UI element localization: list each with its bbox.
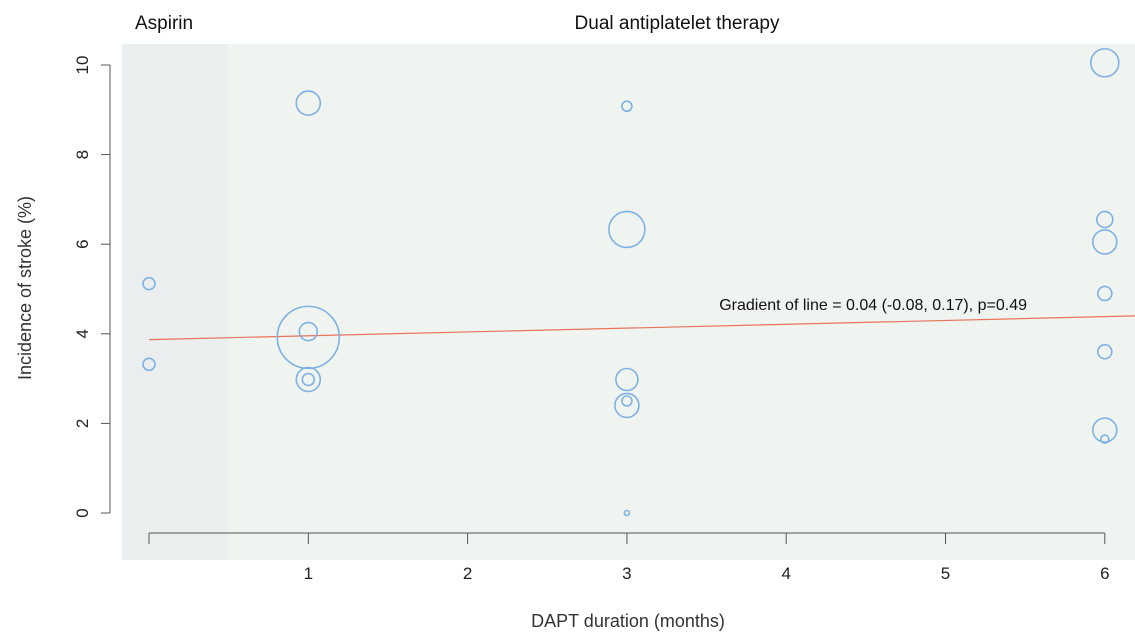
data-points (142, 47, 1120, 517)
y-axis-title: Incidence of stroke (%) (15, 196, 35, 380)
y-axis-ticks: 0 2 4 6 8 10 (73, 56, 110, 518)
data-point-13 (1090, 47, 1120, 78)
data-point-5 (295, 366, 322, 393)
regression-line (148, 315, 1135, 341)
y-tick-label-3: 6 (73, 239, 92, 248)
x-axis-ticks: 1 2 3 4 5 6 (148, 533, 1110, 583)
background-regions (121, 44, 1135, 560)
data-point-8 (608, 210, 646, 249)
x-axis-title: DAPT duration (months) (531, 611, 725, 631)
y-tick-label-4: 8 (73, 150, 92, 159)
x-tick-label-1: 1 (304, 564, 313, 583)
x-tick-label-2: 2 (463, 564, 472, 583)
region-band-0 (121, 44, 229, 560)
data-point-17 (1097, 343, 1113, 360)
x-tick-label-4: 4 (781, 564, 790, 583)
data-point-6 (301, 372, 316, 387)
data-point-3 (298, 321, 319, 342)
data-point-7 (621, 100, 633, 113)
labels: Aspirin Dual antiplatelet therapy Gradie… (15, 13, 1027, 631)
y-tick-label-2: 4 (73, 329, 92, 338)
regression-line-group (148, 315, 1135, 341)
data-point-19 (1100, 434, 1110, 444)
data-point-4 (276, 305, 341, 370)
data-point-10 (621, 395, 633, 407)
x-tick-label-3: 3 (622, 564, 631, 583)
data-point-2 (295, 90, 322, 116)
data-point-16 (1097, 285, 1113, 302)
x-tick-label-5: 5 (941, 564, 950, 583)
region-band-1 (228, 44, 1135, 560)
data-point-1 (142, 357, 156, 372)
data-point-14 (1096, 210, 1114, 229)
y-tick-label-0: 0 (73, 508, 92, 517)
y-tick-label-1: 2 (73, 419, 92, 428)
y-tick-label-5: 10 (73, 56, 92, 75)
data-point-12 (623, 509, 631, 517)
x-tick-label-6: 6 (1100, 564, 1109, 583)
data-point-18 (1092, 417, 1118, 443)
data-point-0 (142, 276, 156, 291)
regression-annotation: Gradient of line = 0.04 (-0.08, 0.17), p… (719, 297, 1027, 314)
data-point-15 (1092, 229, 1118, 255)
region-label-aspirin: Aspirin (135, 13, 193, 34)
region-label-dapt: Dual antiplatelet therapy (575, 13, 780, 34)
data-point-9 (615, 367, 639, 392)
data-point-11 (614, 392, 640, 419)
